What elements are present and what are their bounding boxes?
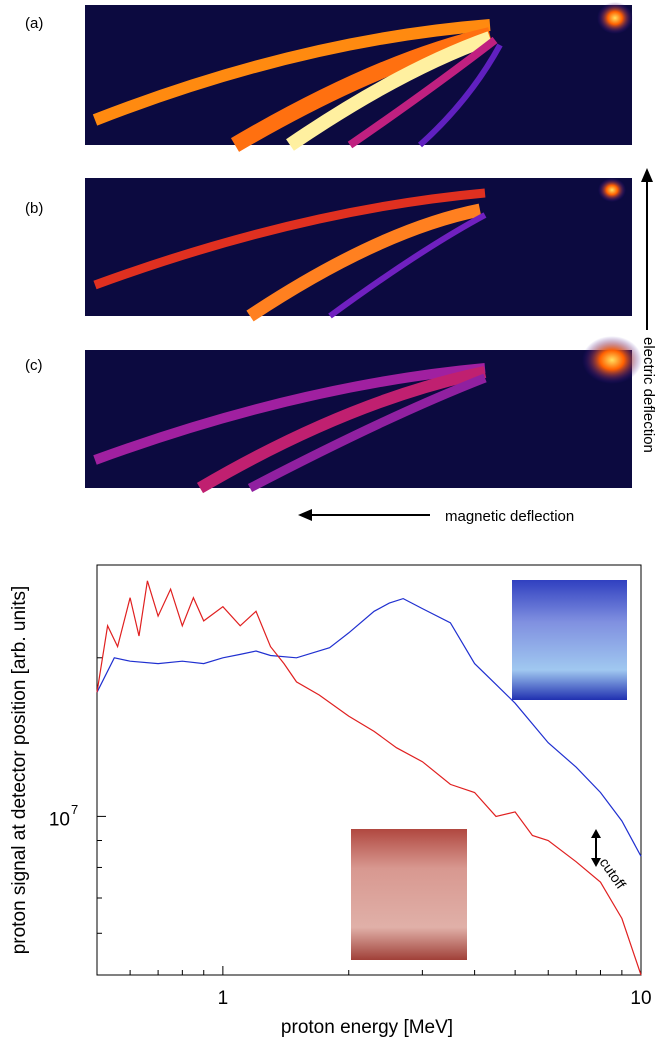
- arrow-head: [298, 509, 312, 521]
- annotation: cutoff: [597, 855, 630, 892]
- x-tick-label: 10: [630, 988, 651, 1009]
- series-line: [96, 597, 642, 857]
- plot-frame: [96, 564, 642, 976]
- axis-note: electric deflection: [640, 337, 657, 453]
- panel-label: (a): [25, 15, 43, 32]
- x-axis-title: proton energy [MeV]: [281, 1017, 453, 1038]
- panel-b: [85, 178, 632, 322]
- series-line: [96, 580, 642, 976]
- arrow-head: [591, 829, 601, 867]
- panel-a: [85, 2, 633, 152]
- panel-c: [85, 336, 642, 494]
- inset-image: [512, 580, 627, 700]
- y-tick-label: 10: [49, 809, 70, 830]
- inset-image: [351, 829, 467, 960]
- arrow-head: [641, 168, 653, 182]
- axis-note: magnetic deflection: [445, 508, 574, 525]
- y-tick-exponent: 7: [71, 802, 78, 817]
- panel-label: (b): [25, 200, 43, 217]
- x-tick-label: 1: [218, 988, 229, 1009]
- panel-label: (c): [25, 357, 43, 374]
- y-axis-title: proton signal at detector position [arb.…: [9, 586, 30, 955]
